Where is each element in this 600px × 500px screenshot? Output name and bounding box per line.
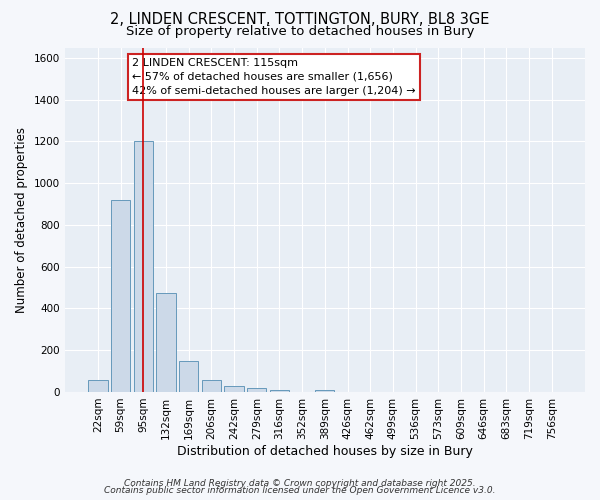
Bar (157, 293, 176, 392)
Text: 2 LINDEN CRESCENT: 115sqm
← 57% of detached houses are smaller (1,656)
42% of se: 2 LINDEN CRESCENT: 115sqm ← 57% of detac… (133, 58, 416, 96)
Text: Size of property relative to detached houses in Bury: Size of property relative to detached ho… (126, 25, 474, 38)
Bar (111, 200, 130, 392)
Text: Contains public sector information licensed under the Open Government Licence v3: Contains public sector information licen… (104, 486, 496, 495)
Text: 2, LINDEN CRESCENT, TOTTINGTON, BURY, BL8 3GE: 2, LINDEN CRESCENT, TOTTINGTON, BURY, BL… (110, 12, 490, 28)
Bar (247, 388, 266, 392)
Bar (179, 360, 199, 392)
Y-axis label: Number of detached properties: Number of detached properties (15, 126, 28, 312)
Text: Contains HM Land Registry data © Crown copyright and database right 2025.: Contains HM Land Registry data © Crown c… (124, 478, 476, 488)
Bar (224, 386, 244, 392)
Bar (88, 380, 107, 392)
Bar (202, 380, 221, 392)
Bar (270, 390, 289, 392)
X-axis label: Distribution of detached houses by size in Bury: Distribution of detached houses by size … (177, 444, 473, 458)
Bar (315, 390, 334, 392)
Bar (134, 142, 153, 392)
